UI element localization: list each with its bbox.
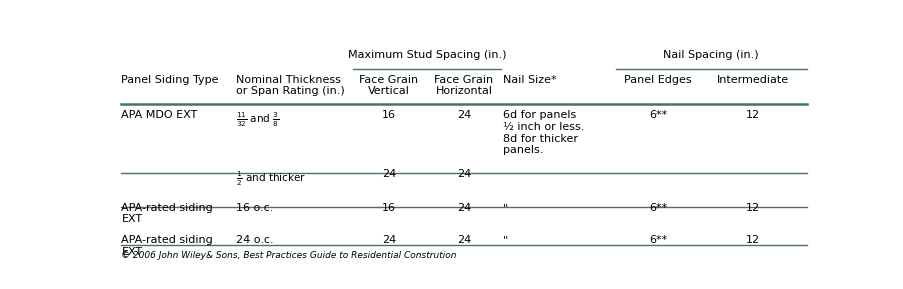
Text: Panel Edges: Panel Edges xyxy=(624,75,691,85)
Text: APA MDO EXT: APA MDO EXT xyxy=(121,110,198,120)
Text: 16 o.c.: 16 o.c. xyxy=(236,203,273,213)
Text: 12: 12 xyxy=(746,110,759,120)
Text: © 2006 John Wiley& Sons, Best Practices Guide to Residential Constrution: © 2006 John Wiley& Sons, Best Practices … xyxy=(121,251,456,260)
Text: 24: 24 xyxy=(381,169,396,179)
Text: 24: 24 xyxy=(456,235,470,245)
Text: ": " xyxy=(502,235,507,245)
Text: Face Grain
Horizontal: Face Grain Horizontal xyxy=(434,75,493,96)
Text: 6**: 6** xyxy=(648,235,666,245)
Text: Panel Siding Type: Panel Siding Type xyxy=(121,75,219,85)
Text: 16: 16 xyxy=(382,203,396,213)
Text: ": " xyxy=(502,203,507,213)
Text: 6**: 6** xyxy=(648,203,666,213)
Text: Nominal Thickness
or Span Rating (in.): Nominal Thickness or Span Rating (in.) xyxy=(236,75,344,96)
Text: Maximum Stud Spacing (in.): Maximum Stud Spacing (in.) xyxy=(348,50,506,60)
Text: 6**: 6** xyxy=(648,110,666,120)
Text: Intermediate: Intermediate xyxy=(716,75,788,85)
Text: 24: 24 xyxy=(456,203,470,213)
Text: 6d for panels
½ inch or less.
8d for thicker
panels.: 6d for panels ½ inch or less. 8d for thi… xyxy=(502,110,583,155)
Text: APA-rated siding
EXT: APA-rated siding EXT xyxy=(121,203,213,224)
Text: Nail Size*: Nail Size* xyxy=(502,75,555,85)
Text: $\mathregular{\frac{1}{2}}$ and thicker: $\mathregular{\frac{1}{2}}$ and thicker xyxy=(236,169,305,188)
Text: $\mathregular{\frac{11}{32}}$ and $\mathregular{\frac{3}{8}}$: $\mathregular{\frac{11}{32}}$ and $\math… xyxy=(236,110,278,129)
Text: 12: 12 xyxy=(746,235,759,245)
Text: APA-rated siding
EXT: APA-rated siding EXT xyxy=(121,235,213,257)
Text: Face Grain
Vertical: Face Grain Vertical xyxy=(359,75,418,96)
Text: Nail Spacing (in.): Nail Spacing (in.) xyxy=(663,50,759,60)
Text: 12: 12 xyxy=(746,203,759,213)
Text: 16: 16 xyxy=(382,110,396,120)
Text: 24: 24 xyxy=(456,110,470,120)
Text: 24: 24 xyxy=(381,235,396,245)
Text: 24 o.c.: 24 o.c. xyxy=(236,235,273,245)
Text: 24: 24 xyxy=(456,169,470,179)
